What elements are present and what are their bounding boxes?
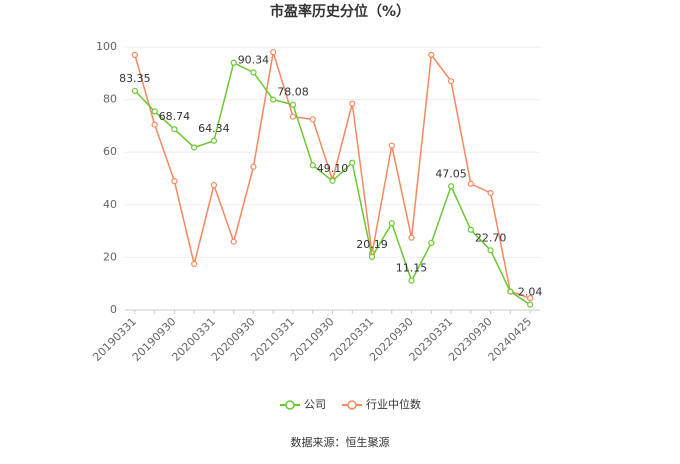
data-label: 78.08: [277, 86, 309, 99]
data-point: [487, 247, 494, 254]
data-label: 11.15: [396, 262, 428, 275]
data-point: [191, 260, 198, 268]
y-tick-label: 0: [110, 303, 117, 316]
data-point: [171, 178, 178, 185]
legend-marker[interactable]: [285, 400, 295, 410]
data-point: [329, 177, 336, 184]
data-point: [289, 101, 297, 108]
data-point: [447, 78, 455, 85]
data-point: [349, 100, 356, 107]
data-point: [171, 126, 178, 133]
y-tick-label: 40: [103, 198, 117, 211]
data-point: [467, 180, 474, 187]
source: 数据来源：恒生聚源: [291, 435, 390, 449]
y-tick-label: 100: [96, 40, 117, 53]
data-point: [309, 116, 316, 123]
data-point: [230, 59, 237, 66]
data-point: [289, 113, 297, 120]
data-point: [191, 144, 198, 151]
data-label: 20.19: [356, 238, 388, 251]
data-point: [527, 295, 534, 302]
legend-marker[interactable]: [347, 400, 357, 410]
data-point: [250, 69, 257, 76]
data-point: [250, 163, 257, 170]
data-point: [230, 238, 237, 245]
data-label: 90.34: [238, 53, 270, 66]
data-point: [388, 220, 395, 227]
data-point: [507, 288, 514, 295]
y-tick-label: 60: [103, 145, 117, 158]
data-point: [428, 51, 435, 58]
data-point: [527, 301, 534, 308]
data-point: [467, 226, 474, 233]
legend-label[interactable]: 行业中位数: [366, 397, 421, 411]
data-point: [408, 234, 415, 241]
data-point: [309, 162, 316, 169]
data-point: [428, 239, 435, 247]
legend-label[interactable]: 公司: [304, 398, 326, 411]
data-point: [151, 108, 158, 115]
data-label: 64.34: [198, 122, 230, 135]
data-point: [270, 49, 277, 56]
data-label: 49.10: [317, 162, 349, 175]
data-point: [447, 183, 455, 190]
data-point: [151, 121, 158, 128]
data-point: [408, 277, 415, 284]
data-point: [349, 159, 356, 166]
data-point: [210, 137, 218, 144]
data-label: 47.05: [435, 167, 467, 180]
data-label: 68.74: [159, 110, 191, 123]
data-point: [131, 87, 138, 94]
data-label: 83.35: [119, 72, 151, 85]
data-label: 2.04: [518, 286, 543, 299]
data-point: [368, 253, 376, 261]
chart-title: 市盈率历史分位（%）: [270, 3, 410, 20]
data-label: 22.70: [475, 231, 507, 244]
data-point: [210, 181, 218, 189]
data-point: [270, 96, 277, 103]
data-point: [487, 189, 494, 197]
y-tick-label: 20: [103, 250, 117, 263]
y-tick-label: 80: [103, 93, 117, 106]
data-point: [131, 51, 138, 58]
data-point: [388, 142, 395, 149]
